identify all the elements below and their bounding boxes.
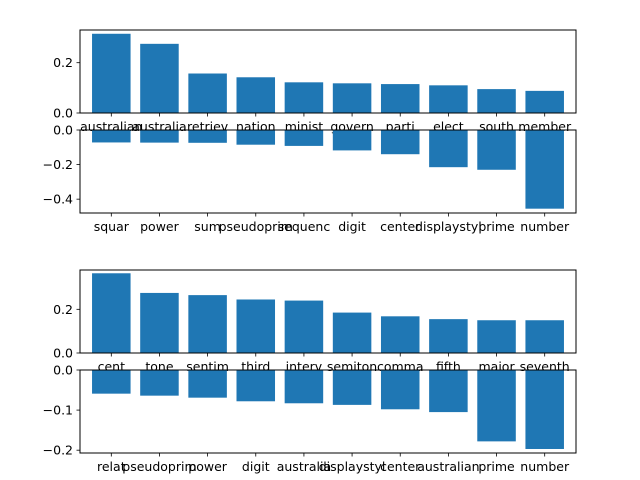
axes-frame: [79, 369, 577, 454]
bar-sequenc: [284, 130, 324, 146]
y-tick-label: 0.2: [53, 302, 73, 317]
bar-retriev: [188, 73, 227, 113]
axes-frame: [79, 129, 577, 214]
x-tick-label: number: [520, 459, 570, 474]
bar-pseudoprim: [140, 370, 179, 396]
bar-displaystyl: [429, 130, 468, 168]
bar-seventh: [525, 320, 564, 353]
x-tick-label: australian: [417, 459, 479, 474]
bar-sum: [188, 130, 227, 143]
bar-displaystyl: [332, 370, 372, 405]
bar-squar: [92, 130, 131, 143]
bar-sentim: [188, 295, 227, 353]
bar-relat: [92, 370, 131, 394]
bar-number: [525, 370, 564, 449]
x-tick-label: prime: [478, 459, 515, 474]
x-tick-label: power: [140, 219, 179, 234]
y-tick-label: −0.2: [43, 157, 73, 172]
x-tick-label: displaystyl: [319, 459, 386, 474]
bar-australia: [284, 370, 324, 404]
bar-prime: [477, 130, 516, 170]
x-tick-label: relat: [97, 459, 126, 474]
x-tick-label: center: [380, 219, 421, 234]
x-tick-label: power: [188, 459, 227, 474]
bar-center: [380, 370, 420, 410]
bar-power: [188, 370, 227, 398]
bar-chart-panel-3: cent tone sentim third interv semiton comma fif…: [53, 269, 577, 374]
x-tick-label: sequenc: [278, 219, 331, 234]
y-tick-label: 0.0: [53, 123, 73, 138]
x-tick-label: sum: [194, 219, 221, 234]
y-tick-label: −0.2: [43, 443, 73, 458]
y-tick-label: 0.0: [53, 106, 73, 121]
axes-frame: [79, 29, 577, 114]
x-tick-label: displaystyl: [415, 219, 482, 234]
bar-parti: [380, 84, 420, 113]
bar-australia: [140, 43, 179, 113]
bar-minist: [284, 82, 324, 113]
x-tick-label: pseudoprim: [219, 219, 293, 234]
bar-interv: [284, 300, 324, 353]
axes-frame: [79, 269, 577, 354]
bar-third: [236, 299, 276, 353]
bar-digit: [236, 370, 276, 402]
bar-center: [380, 130, 420, 155]
bar-south: [477, 89, 516, 113]
bar-australian: [92, 33, 131, 113]
y-tick-label: 0.2: [53, 55, 73, 70]
bar-comma: [380, 316, 420, 353]
bar-cent: [92, 273, 131, 353]
bar-member: [525, 90, 564, 113]
bar-fifth: [429, 319, 468, 353]
bar-digit: [332, 130, 372, 151]
bar-number: [525, 130, 564, 209]
y-tick-label: 0.0: [53, 363, 73, 378]
y-tick-label: −0.1: [43, 403, 73, 418]
bar-tone: [140, 292, 179, 353]
x-tick-label: digit: [338, 219, 366, 234]
bar-pseudoprim: [236, 130, 276, 145]
x-tick-label: australia: [277, 459, 331, 474]
bar-govern: [332, 83, 372, 113]
bar-prime: [477, 370, 516, 442]
bar-australian: [429, 370, 468, 413]
x-tick-label: prime: [478, 219, 515, 234]
x-tick-label: pseudoprim: [122, 459, 196, 474]
x-tick-label: center: [380, 459, 421, 474]
x-tick-label: number: [520, 219, 570, 234]
bar-elect: [429, 85, 468, 113]
x-tick-label: digit: [242, 459, 270, 474]
x-tick-label: squar: [94, 219, 130, 234]
bar-power: [140, 130, 179, 143]
bar-semiton: [332, 312, 372, 353]
y-tick-label: 0.0: [53, 346, 73, 361]
bar-major: [477, 320, 516, 353]
bar-nation: [236, 77, 276, 113]
y-tick-label: −0.4: [43, 192, 73, 207]
